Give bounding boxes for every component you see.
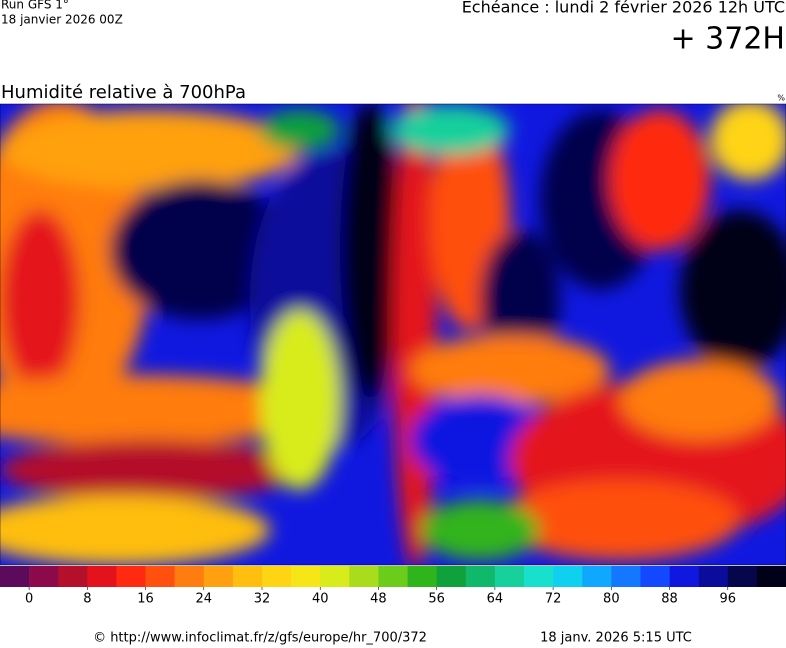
color-swatch bbox=[640, 566, 670, 587]
generated-time: 18 janv. 2026 5:15 UTC bbox=[540, 631, 692, 646]
tick-label: 72 bbox=[545, 592, 562, 607]
color-swatch bbox=[436, 566, 467, 587]
tick-label: 8 bbox=[83, 592, 91, 607]
tick-label: 80 bbox=[603, 592, 620, 607]
tick-label: 24 bbox=[196, 592, 213, 607]
colorbar: 0 8 16 24 32 40 48 56 64 72 80 88 96 bbox=[0, 566, 786, 607]
tick-label: 16 bbox=[137, 592, 154, 607]
color-swatch bbox=[611, 566, 641, 587]
color-swatch bbox=[58, 566, 88, 587]
color-swatch bbox=[698, 566, 729, 587]
color-swatch bbox=[262, 566, 292, 587]
color-swatch bbox=[727, 566, 758, 587]
humidity-field bbox=[0, 104, 786, 565]
color-swatch bbox=[524, 566, 554, 587]
tick-label: 88 bbox=[661, 592, 678, 607]
valid-time: Echéance : lundi 2 février 2026 12h UTC bbox=[462, 0, 785, 17]
run-date: 18 janvier 2026 00Z bbox=[1, 13, 123, 27]
color-swatch bbox=[756, 566, 786, 587]
color-swatch bbox=[116, 566, 146, 587]
color-swatch bbox=[291, 566, 321, 587]
run-label: Run GFS 1° bbox=[1, 0, 69, 12]
map-frame bbox=[0, 103, 786, 566]
color-swatch bbox=[465, 566, 496, 587]
color-swatch bbox=[407, 566, 437, 587]
color-swatch bbox=[320, 566, 350, 587]
humidity-map bbox=[0, 104, 786, 565]
source: © http://www.infoclimat.fr/z/gfs/europe/… bbox=[93, 631, 427, 646]
color-swatch bbox=[87, 566, 117, 587]
color-swatch bbox=[349, 566, 379, 587]
color-swatch bbox=[232, 566, 263, 587]
tick-label: 56 bbox=[428, 592, 445, 607]
unit: % bbox=[777, 94, 785, 103]
tick-label: 32 bbox=[254, 592, 271, 607]
tick-label: 40 bbox=[312, 592, 329, 607]
color-swatch bbox=[203, 566, 234, 587]
color-swatch bbox=[145, 566, 175, 587]
color-swatch bbox=[378, 566, 408, 587]
color-swatch bbox=[0, 566, 30, 587]
tick-label: 0 bbox=[25, 592, 33, 607]
color-swatch bbox=[582, 566, 612, 587]
color-swatch bbox=[669, 566, 699, 587]
color-swatch bbox=[174, 566, 205, 587]
tick-label: 96 bbox=[720, 592, 737, 607]
lead-time: + 372H bbox=[671, 22, 786, 57]
tick-label: 48 bbox=[370, 592, 387, 607]
color-swatch bbox=[29, 566, 59, 587]
map-title: Humidité relative à 700hPa bbox=[1, 82, 246, 103]
color-swatch bbox=[494, 566, 525, 587]
tick-label: 64 bbox=[487, 592, 504, 607]
color-swatch bbox=[553, 566, 583, 587]
